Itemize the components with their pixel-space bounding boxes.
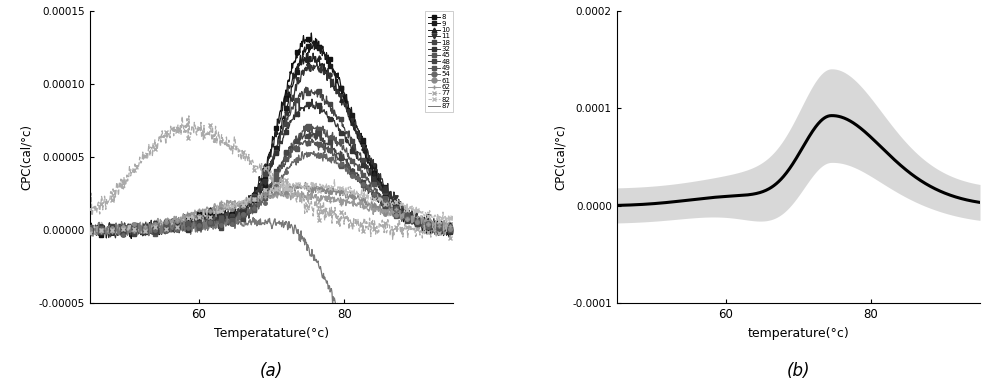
Legend: 8, 9, 10, 11, 18, 32, 45, 48, 49, 54, 61, 62, 77, 82, 87: 8, 9, 10, 11, 18, 32, 45, 48, 49, 54, 61… [425, 12, 453, 112]
Text: (b): (b) [787, 362, 810, 380]
Y-axis label: CPC(cal/°c): CPC(cal/°c) [20, 124, 33, 190]
Y-axis label: CPC(cal/°c): CPC(cal/°c) [554, 124, 567, 190]
X-axis label: Temperatature(°c): Temperatature(°c) [214, 327, 329, 340]
X-axis label: temperature(°c): temperature(°c) [747, 327, 849, 340]
Text: (a): (a) [260, 362, 283, 380]
